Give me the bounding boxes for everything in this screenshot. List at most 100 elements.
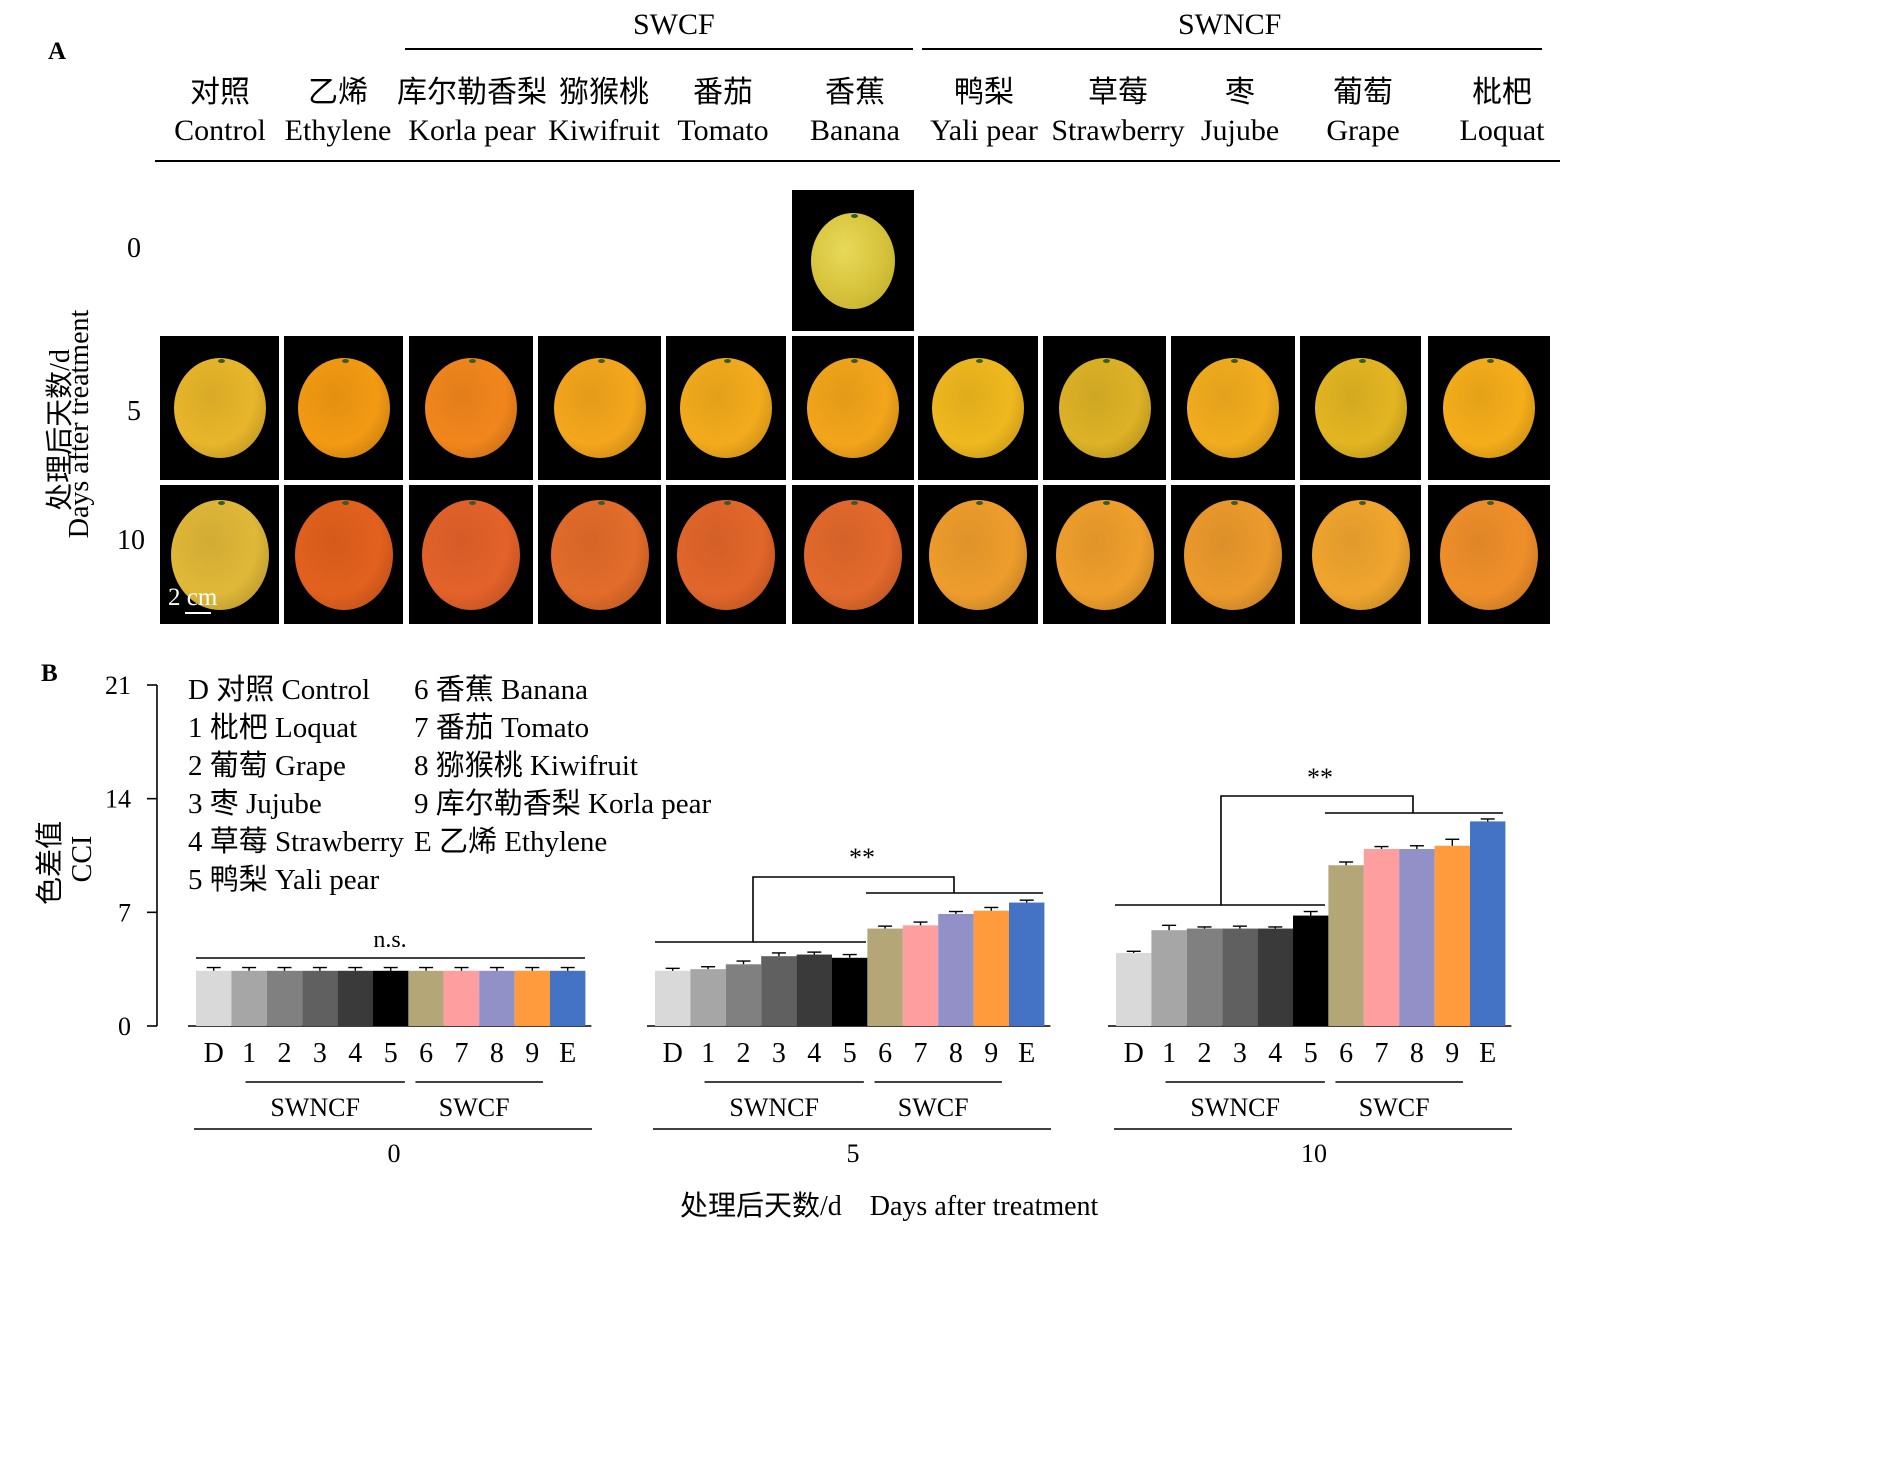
x-category-label: 6 [1339, 1038, 1353, 1069]
day-0-label: 0 [127, 233, 141, 264]
photo-tile [409, 485, 533, 624]
group-swcf-header: SWCF [633, 8, 715, 41]
fruit-header-en: Strawberry [1051, 114, 1185, 147]
legend-item-6: 6 香蕉 Banana [414, 674, 588, 706]
fruit-header-zh: 猕猴桃 [559, 76, 649, 109]
fruit-header-zh: 枣 [1225, 76, 1255, 109]
swcf-group-label: SWCF [1359, 1093, 1430, 1122]
fruit-header-en: Loquat [1459, 114, 1545, 147]
fruit-header-4: 番茄 Tomato [643, 74, 803, 150]
fruit-header-6: 鸭梨 Yali pear [904, 74, 1064, 150]
x-category-label: 6 [878, 1038, 892, 1069]
orange-fruit [550, 499, 649, 610]
fruit-header-en: Banana [810, 114, 900, 147]
x-category-label: 6 [419, 1038, 433, 1069]
photo-tile [1043, 336, 1166, 480]
fruit-header-2: 库尔勒香梨 Korla pear [392, 74, 552, 150]
swncf-group-label: SWNCF [729, 1093, 819, 1122]
sig-bracket-day5 [655, 876, 955, 943]
bar-1 [690, 969, 726, 1026]
photo-tile [538, 336, 661, 480]
sig-label-day0: n.s. [373, 927, 406, 953]
photo-tile [1171, 485, 1295, 624]
x-category-label: D [204, 1038, 224, 1069]
bar-5 [832, 957, 868, 1026]
fruit-header-en: Ethylene [284, 114, 392, 147]
orange-fruit [422, 499, 520, 610]
x-category-label: 8 [490, 1038, 504, 1069]
x-category-label: 3 [772, 1038, 786, 1069]
fruit-header-en: Jujube [1200, 114, 1280, 147]
bar-9 [514, 970, 550, 1026]
swncf-group-label: SWNCF [270, 1093, 360, 1122]
orange-fruit [1055, 499, 1154, 610]
photo-tile [1043, 485, 1166, 624]
legend-item-E: E 乙烯 Ethylene [414, 826, 608, 858]
group-swcf-line [405, 48, 913, 50]
x-category-label: 8 [949, 1038, 963, 1069]
fruit-header-5: 香蕉 Banana [775, 74, 935, 150]
orange-fruit [1443, 358, 1535, 458]
scale-bar-label: 2 cm [168, 584, 218, 611]
photo-tile [1428, 485, 1550, 624]
fruit-header-zh: 乙烯 [308, 76, 368, 109]
photo-tile [918, 336, 1038, 480]
orange-fruit [932, 358, 1024, 458]
bar-2 [1186, 928, 1223, 1026]
bar-1 [231, 970, 267, 1026]
bar-4 [796, 954, 832, 1026]
bar-8 [1399, 849, 1435, 1026]
legend-item-1: 1 枇杷 Loquat [188, 712, 358, 744]
bar-8 [479, 970, 515, 1026]
legend-item-9: 9 库尔勒香梨 Korla pear [414, 788, 712, 820]
x-category-label: E [1018, 1038, 1035, 1069]
bar-D [196, 970, 232, 1026]
photo-tile [1300, 485, 1421, 624]
photo-tile [792, 336, 914, 480]
photo-tile [792, 485, 914, 624]
bar-5 [373, 970, 409, 1026]
day-group-label: 10 [1301, 1139, 1327, 1168]
photo-tile [409, 336, 533, 480]
fruit-header-en: Yali pear [930, 114, 1038, 147]
bar-9 [1434, 845, 1470, 1026]
bar-6 [408, 970, 444, 1026]
photo-day0-tile [792, 190, 914, 331]
fruit-header-en: Korla pear [408, 114, 536, 147]
x-category-label: 2 [1198, 1038, 1212, 1069]
bar-6 [867, 928, 903, 1026]
y-tick-label: 14 [105, 785, 131, 814]
swncf-group-label: SWNCF [1190, 1093, 1280, 1122]
photo-tile [538, 485, 661, 624]
x-category-label: 9 [1445, 1038, 1459, 1069]
photo-tile [1300, 336, 1421, 480]
x-category-label: 1 [242, 1038, 256, 1069]
bar-E [550, 970, 586, 1026]
bar-8 [938, 913, 974, 1026]
sig-label-day5: ** [849, 843, 875, 872]
day-10-label: 10 [117, 525, 145, 556]
bar-7 [902, 925, 939, 1026]
x-category-label: 2 [278, 1038, 292, 1069]
fruit-header-zh: 番茄 [693, 76, 753, 109]
x-category-label: 7 [914, 1038, 928, 1069]
fruit-header-zh: 对照 [190, 76, 250, 109]
legend-item-4: 4 草莓 Strawberry [188, 826, 404, 858]
bar-D [655, 970, 691, 1026]
x-category-label: 5 [1304, 1038, 1318, 1069]
fruit-header-en: Control [174, 114, 266, 147]
orange-fruit [553, 358, 646, 458]
group-swncf-line [922, 48, 1542, 50]
y-tick-label: 0 [118, 1012, 131, 1041]
fruit-header-zh: 鸭梨 [954, 76, 1014, 109]
fruit-header-zh: 草莓 [1088, 76, 1148, 109]
bar-5 [1293, 915, 1329, 1026]
x-category-label: 4 [807, 1038, 821, 1069]
orange-fruit [173, 358, 266, 458]
orange-fruit [1440, 499, 1538, 610]
orange-fruit [1184, 499, 1282, 610]
panel-b-xlabel: 处理后天数/d Days after treatment [680, 1191, 1099, 1222]
photo-tile [1171, 336, 1295, 480]
orange-fruit [807, 358, 899, 458]
x-category-label: 5 [843, 1038, 857, 1069]
